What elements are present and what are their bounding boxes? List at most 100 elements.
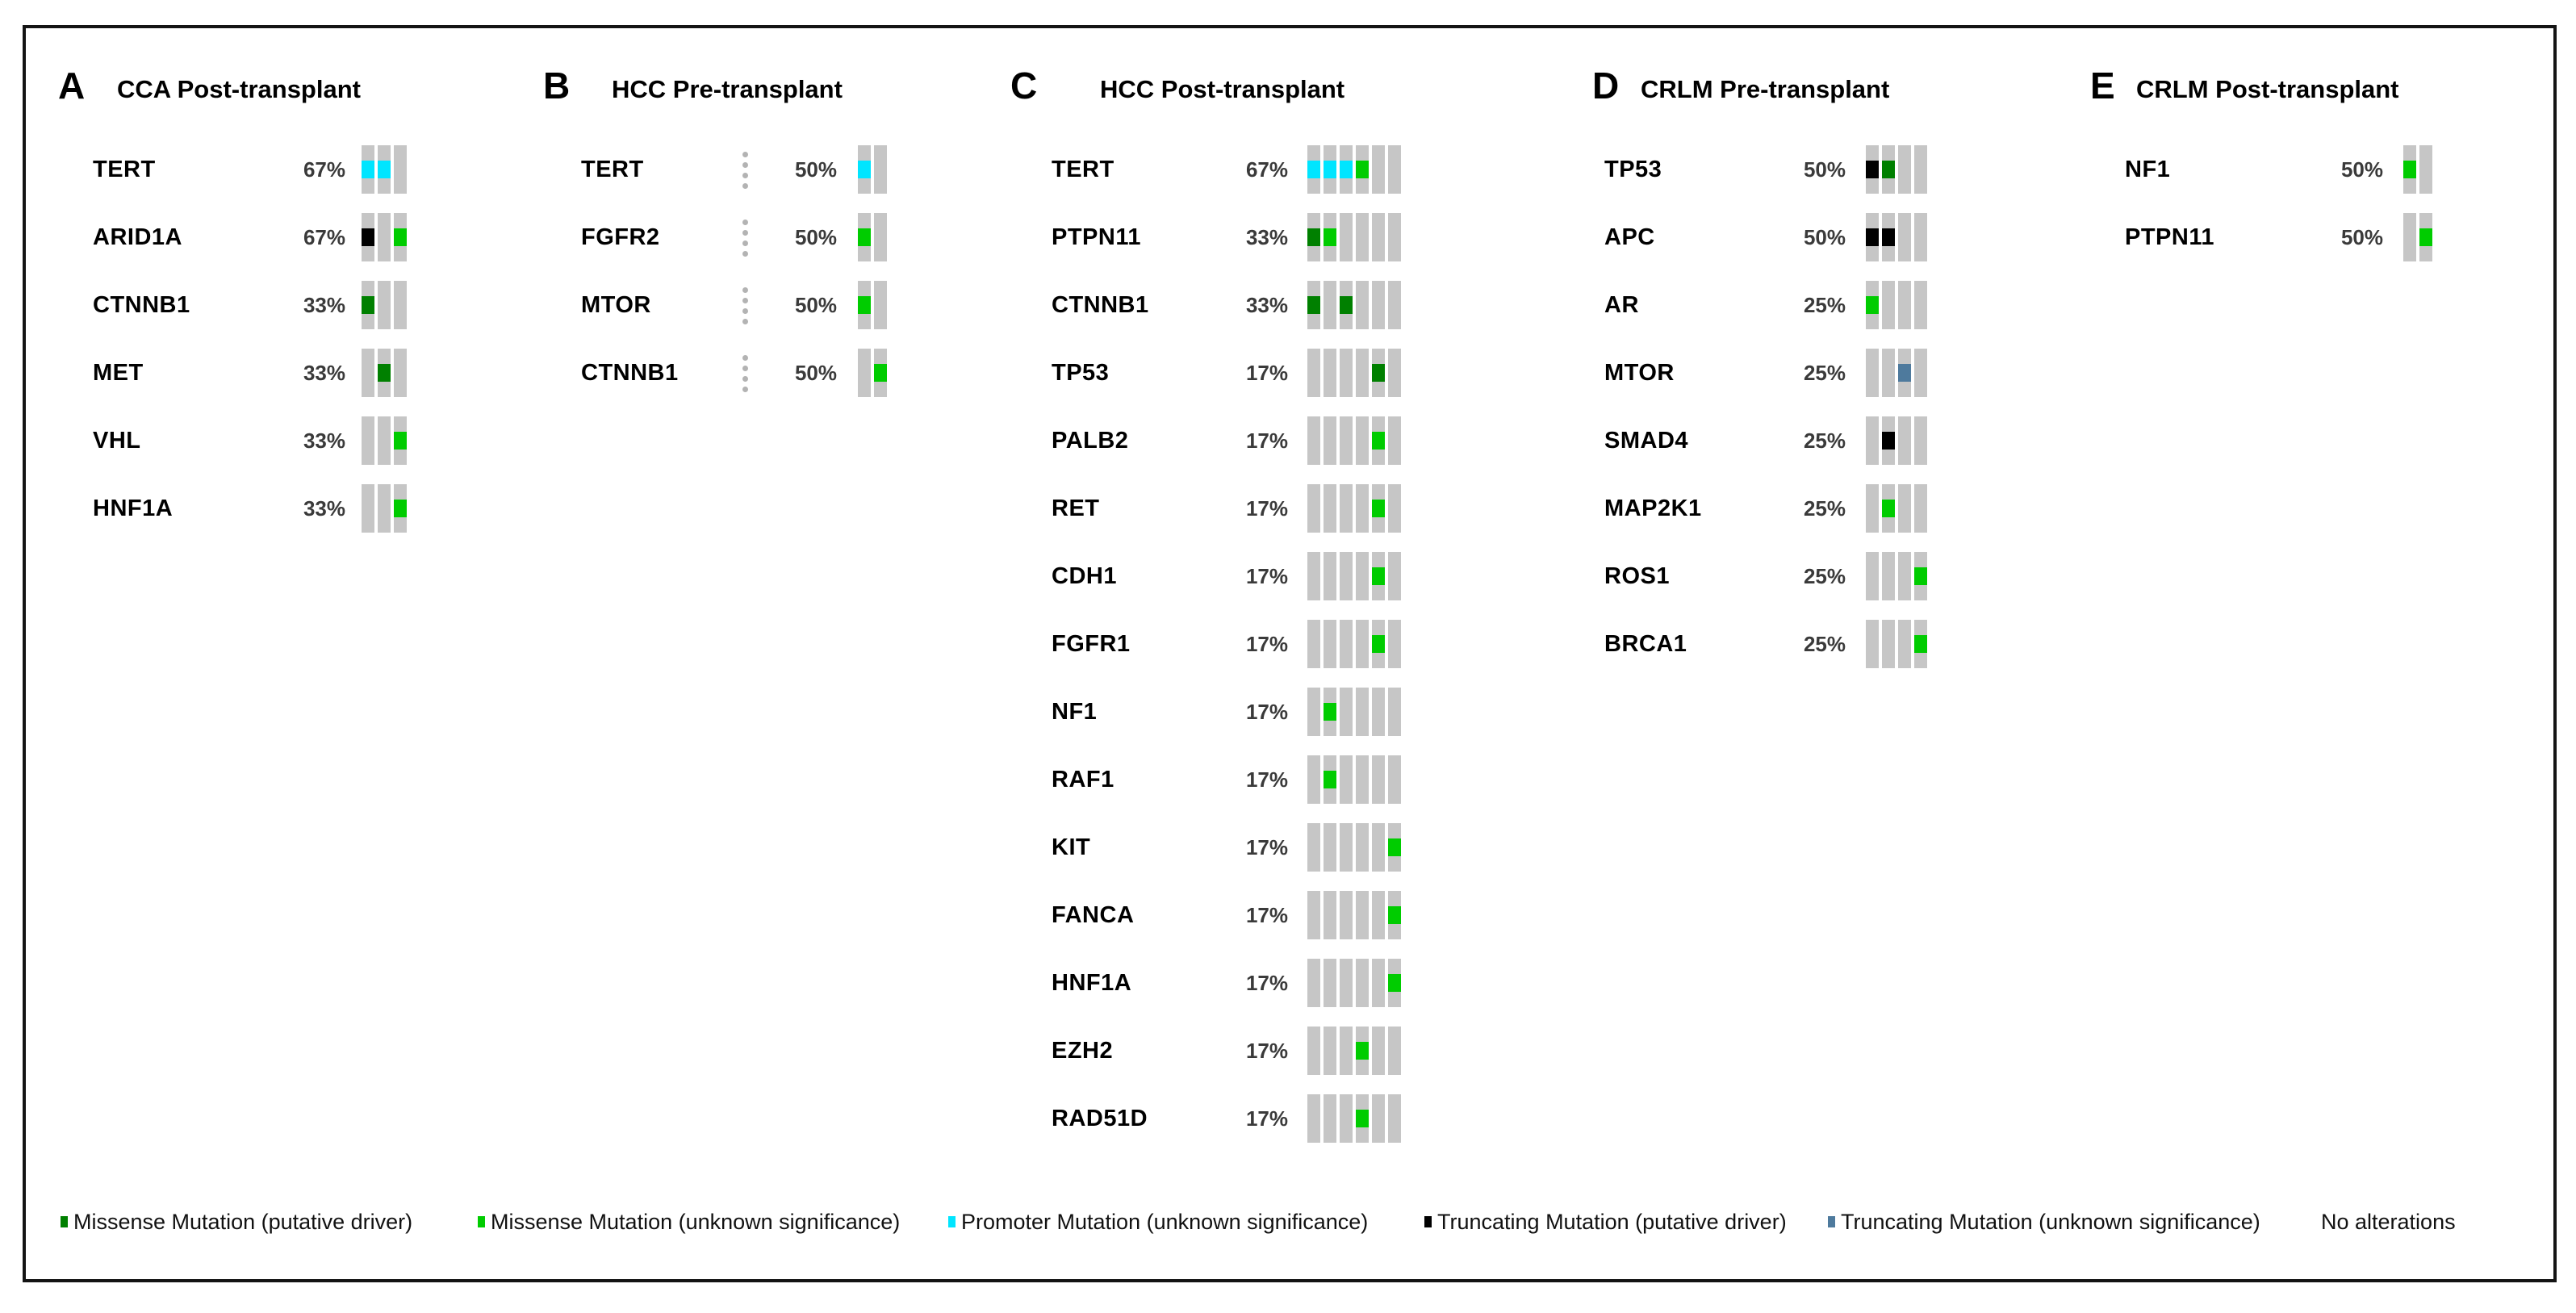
sample-bar: [1388, 484, 1401, 533]
sample-bar: [1388, 823, 1401, 872]
sample-bar: [1356, 959, 1369, 1007]
dot: [742, 220, 748, 225]
sample-bars: [362, 213, 407, 261]
sample-bar: [1898, 416, 1911, 465]
gene-label: ROS1: [1604, 563, 1670, 589]
sample-bar: [1356, 688, 1369, 736]
missense-vus-cell: [1914, 635, 1927, 653]
sample-bar: [1866, 552, 1879, 600]
percentage-label: 25%: [1803, 429, 1846, 453]
gene-label: FGFR2: [581, 224, 660, 250]
sample-bar: [1307, 959, 1320, 1007]
sample-bar: [1307, 1027, 1320, 1075]
sample-bar: [1340, 959, 1353, 1007]
sample-bar: [362, 213, 374, 261]
percentage-label: 33%: [303, 361, 345, 385]
panel-title: HCC Pre-transplant: [612, 75, 843, 103]
dot: [742, 230, 748, 236]
sample-bar: [1324, 552, 1336, 600]
sample-bar: [2403, 213, 2416, 261]
gene-label: HNF1A: [93, 496, 174, 521]
missense-driver-chip: [61, 1216, 68, 1227]
sample-bar: [1866, 213, 1879, 261]
sample-bar: [394, 145, 407, 194]
missense-vus-cell: [1866, 296, 1879, 314]
dot: [742, 355, 748, 361]
sample-bar: [1356, 213, 1369, 261]
percentage-label: 25%: [1803, 564, 1846, 588]
percentage-label: 17%: [1245, 1039, 1288, 1063]
gene-label: CTNNB1: [581, 360, 679, 386]
sample-bar: [1898, 281, 1911, 329]
percentage-label: 50%: [1803, 225, 1846, 249]
sample-bar: [1372, 755, 1385, 804]
missense-vus-cell: [1356, 161, 1369, 178]
sample-bar: [1307, 620, 1320, 668]
missense-vus-cell: [1388, 838, 1401, 856]
sample-bar: [1882, 281, 1895, 329]
sample-bar: [1388, 1027, 1401, 1075]
sample-bar: [1307, 349, 1320, 397]
sample-bars: [1866, 145, 1927, 194]
dot: [742, 308, 748, 314]
missense-vus-cell: [1372, 500, 1385, 517]
sample-bars: [1307, 281, 1401, 329]
percentage-label: 67%: [303, 225, 345, 249]
sample-bar: [1340, 416, 1353, 465]
percentage-label: 50%: [794, 361, 837, 385]
sample-bars: [1307, 1094, 1401, 1143]
sample-bar: [378, 349, 391, 397]
sample-bars: [858, 213, 887, 261]
sample-bar: [1882, 349, 1895, 397]
sample-bars: [362, 416, 407, 465]
promoter-cell: [378, 161, 391, 178]
sample-bar: [1914, 416, 1927, 465]
sample-bars: [1307, 823, 1401, 872]
dot: [742, 173, 748, 178]
sample-bar: [1898, 552, 1911, 600]
sample-bar: [1372, 484, 1385, 533]
sample-bar: [1372, 823, 1385, 872]
sample-bar: [1307, 823, 1320, 872]
panel-title: CCA Post-transplant: [117, 75, 361, 103]
sample-bar: [1324, 891, 1336, 939]
sample-bars: [1307, 959, 1401, 1007]
missense-vus-cell: [394, 500, 407, 517]
legend-label: Truncating Mutation (putative driver): [1437, 1210, 1787, 1234]
sample-bar: [1372, 1027, 1385, 1075]
dot: [742, 152, 748, 157]
gene-label: PTPN11: [1052, 224, 1141, 250]
panel-letter: D: [1592, 65, 1620, 107]
sample-bar: [1340, 552, 1353, 600]
gene-label: NF1: [1052, 699, 1098, 725]
percentage-label: 50%: [2340, 157, 2383, 182]
dot: [742, 366, 748, 371]
sample-bar: [1324, 1027, 1336, 1075]
sample-bar: [1307, 281, 1320, 329]
sample-bar: [1898, 484, 1911, 533]
sample-bar: [1866, 484, 1879, 533]
promoter-cell: [1340, 161, 1353, 178]
sample-bars: [858, 281, 887, 329]
missense-vus-cell: [1882, 500, 1895, 517]
gene-label: TP53: [1604, 157, 1662, 182]
percentage-label: 50%: [794, 157, 837, 182]
gene-label: FANCA: [1052, 902, 1135, 928]
trunc-driver-cell: [1882, 228, 1895, 246]
sample-bars: [1307, 620, 1401, 668]
sample-bar: [378, 281, 391, 329]
missense-vus-chip: [478, 1216, 485, 1227]
missense-vus-cell: [1324, 228, 1336, 246]
sample-bar: [874, 145, 887, 194]
sample-bar: [1356, 891, 1369, 939]
missense-vus-cell: [394, 228, 407, 246]
sample-bars: [362, 281, 407, 329]
sample-bar: [1340, 688, 1353, 736]
sample-bars: [2403, 145, 2432, 194]
missense-vus-cell: [1324, 703, 1336, 721]
missense-vus-cell: [1388, 906, 1401, 924]
missense-driver-cell: [1882, 161, 1895, 178]
sample-bar: [1340, 823, 1353, 872]
sample-bar: [1324, 484, 1336, 533]
percentage-label: 33%: [303, 293, 345, 317]
